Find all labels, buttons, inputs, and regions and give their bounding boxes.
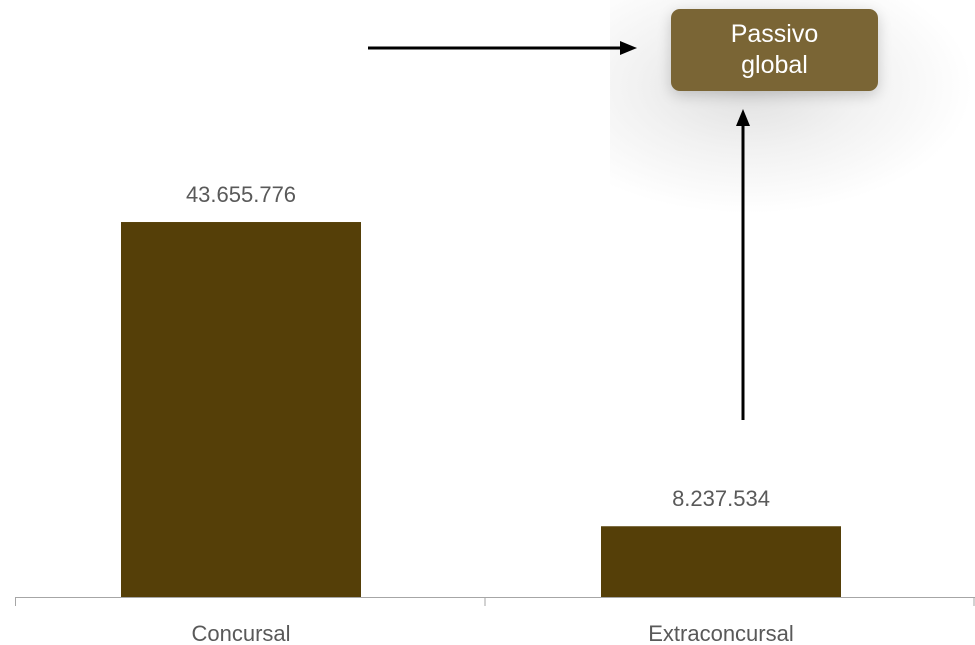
data-label-extraconcursal: 8.237.534 bbox=[672, 486, 770, 511]
arrowhead-up bbox=[736, 109, 750, 126]
annotation-arrows bbox=[368, 41, 750, 420]
data-label-concursal: 43.655.776 bbox=[186, 182, 296, 207]
bars-group bbox=[121, 222, 841, 597]
callout-text: Passivo global bbox=[730, 20, 819, 79]
data-labels-group: 43.655.776 8.237.534 bbox=[186, 182, 770, 511]
arrowhead-right bbox=[620, 41, 637, 55]
x-tick-label-concursal: Concursal bbox=[191, 621, 290, 645]
x-tick-labels-group: Concursal Extraconcursal bbox=[191, 621, 793, 645]
bar-concursal bbox=[121, 222, 361, 597]
x-tick-label-extraconcursal: Extraconcursal bbox=[648, 621, 794, 645]
passivo-global-callout: Passivo global bbox=[671, 9, 878, 91]
bar-extraconcursal bbox=[601, 526, 841, 597]
x-axis bbox=[15, 597, 975, 606]
